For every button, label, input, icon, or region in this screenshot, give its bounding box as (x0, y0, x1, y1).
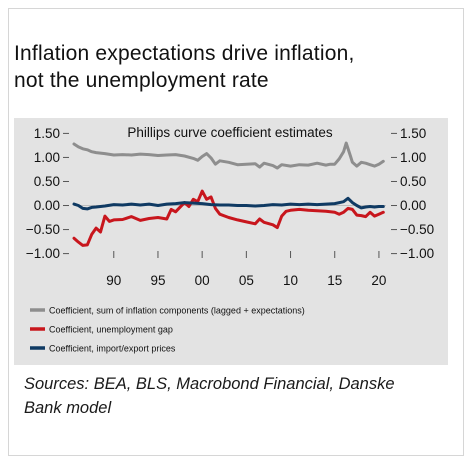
chart-heading-line-1: Inflation expectations drive inflation, (14, 42, 355, 65)
y-tick-label-left: 1.50 (34, 126, 60, 141)
y-tick-label-left: −1.00 (26, 246, 60, 261)
legend-label-3: Coefficient, import/export prices (49, 344, 176, 354)
chart-title: Phillips curve coefficient estimates (127, 125, 333, 140)
phillips-curve-chart: Phillips curve coefficient estimates 1.5… (26, 125, 434, 354)
y-tick-label-right: 1.50 (400, 126, 426, 141)
y-tick-label-right: 0.50 (400, 174, 426, 189)
sources-line-1: Sources: BEA, BLS, Macrobond Financial, … (24, 375, 395, 393)
y-tick-label-left: −0.50 (26, 222, 60, 237)
chart-panel: Phillips curve coefficient estimates 1.5… (14, 118, 448, 365)
y-tick-label-right: 1.00 (400, 150, 426, 165)
y-tick-label-right: 0.00 (400, 198, 426, 213)
series-line-1 (72, 141, 385, 170)
legend-label-1: Coefficient, sum of inflation components… (49, 306, 305, 316)
y-tick-label-right: −1.00 (400, 246, 434, 261)
x-tick-label: 10 (283, 273, 298, 288)
y-tick-label-left: 0.00 (34, 198, 60, 213)
x-tick-label: 00 (195, 273, 210, 288)
y-tick-label-left: 0.50 (34, 174, 60, 189)
legend-label-2: Coefficient, unemployment gap (49, 325, 173, 335)
y-tick-label-right: −0.50 (400, 222, 434, 237)
chart-heading-line-2: not the unemployment rate (14, 69, 269, 92)
sources-line-2: Bank model (24, 399, 112, 417)
x-tick-label: 15 (327, 273, 342, 288)
sources-note: Sources: BEA, BLS, Macrobond Financial, … (24, 372, 454, 420)
series-line-2 (72, 189, 385, 247)
y-tick-label-left: 1.00 (34, 150, 60, 165)
x-tick-label: 05 (239, 273, 254, 288)
chart-heading: Inflation expectations drive inflation, … (14, 40, 454, 94)
series-line-3 (72, 196, 385, 211)
x-tick-label: 20 (371, 273, 386, 288)
x-tick-label: 90 (106, 273, 121, 288)
x-tick-label: 95 (150, 273, 165, 288)
